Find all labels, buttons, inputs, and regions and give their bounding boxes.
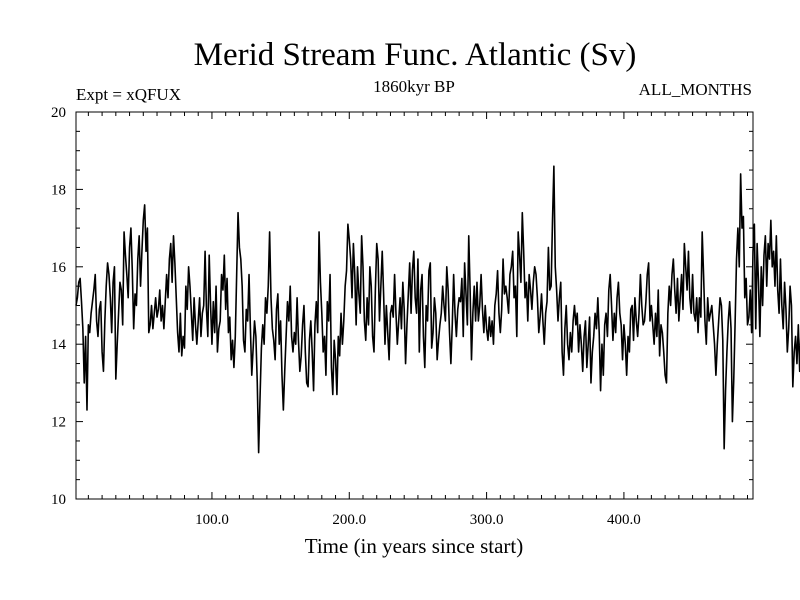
y-tick-labels: 10 12 14 16 18 20 — [51, 105, 67, 508]
y-tick-label: 14 — [51, 337, 67, 353]
y-tick-label: 16 — [51, 260, 67, 276]
y-axis — [76, 111, 753, 500]
x-tick-label: 300.0 — [470, 512, 504, 528]
y-tick-label: 20 — [51, 105, 66, 121]
x-tick-labels: 100.0 200.0 300.0 400.0 — [195, 512, 641, 528]
series-line — [75, 165, 800, 454]
x-axis-label: Time (in years since start) — [305, 534, 524, 558]
y-tick-label: 18 — [51, 182, 66, 198]
period-label: 1860kyr BP — [373, 77, 455, 96]
x-tick-label: 200.0 — [332, 512, 366, 528]
y-tick-label: 10 — [51, 492, 66, 508]
x-axis — [87, 112, 749, 499]
x-tick-label: 100.0 — [195, 512, 229, 528]
y-tick-label: 12 — [51, 415, 66, 431]
x-tick-label: 400.0 — [607, 512, 641, 528]
months-label: ALL_MONTHS — [639, 80, 752, 99]
experiment-label: Expt = xQFUX — [76, 85, 181, 104]
chart-title: Merid Stream Func. Atlantic (Sv) — [194, 37, 637, 73]
